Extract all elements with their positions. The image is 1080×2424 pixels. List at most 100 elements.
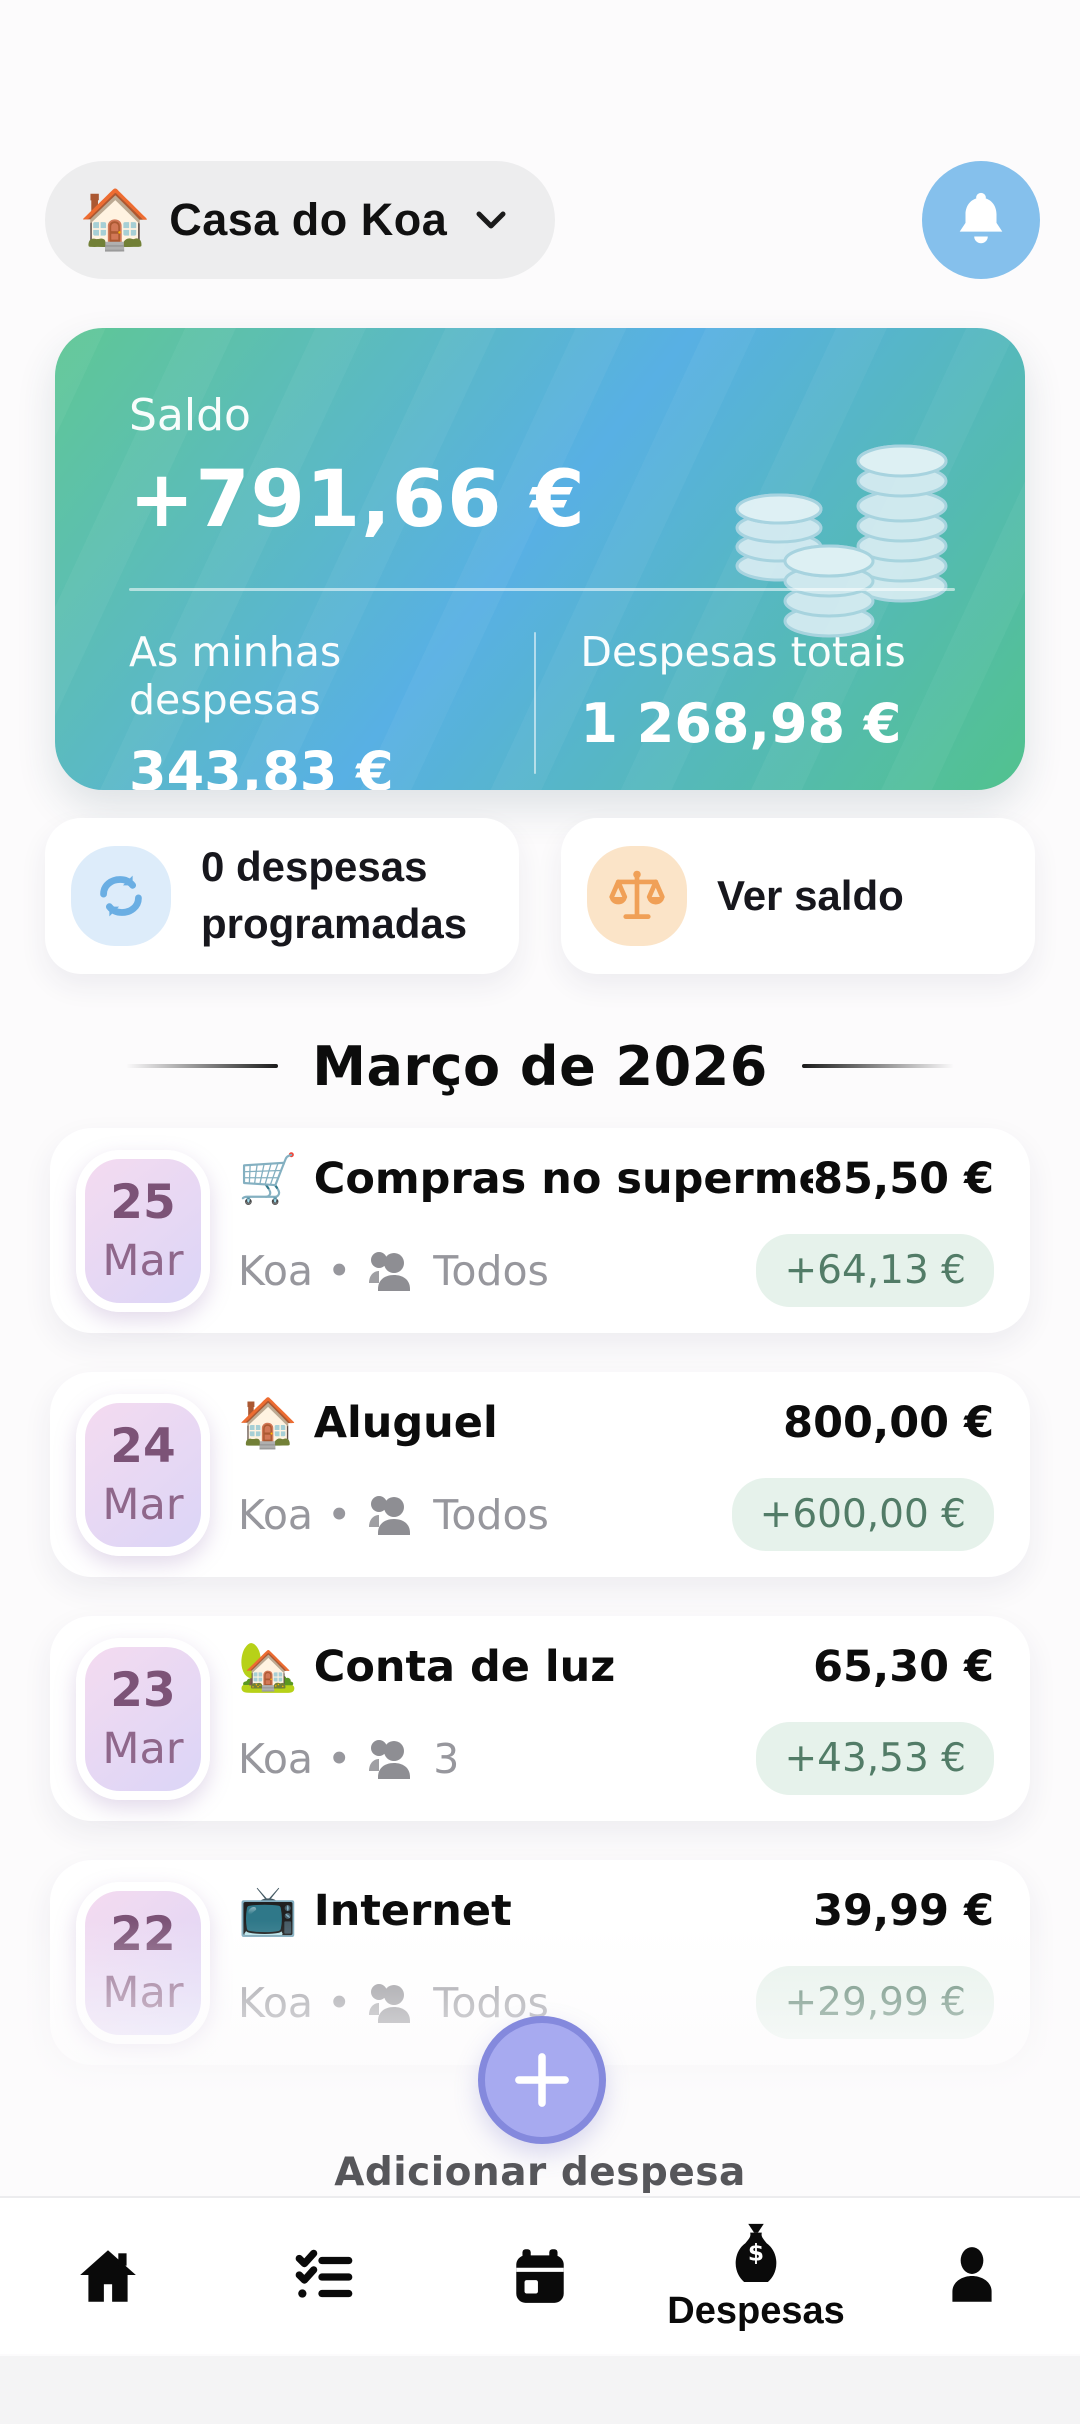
person-icon <box>952 2247 992 2302</box>
nav-home-tab[interactable] <box>0 2198 216 2354</box>
separator-dot: • <box>327 1490 352 1539</box>
separator-dot: • <box>327 1246 352 1295</box>
expense-amount: 800,00 € <box>783 1398 994 1448</box>
expense-body: 🛒 Compras no supermercado 85,50 € Koa • … <box>238 1154 994 1307</box>
expense-month: Mar <box>102 1236 184 1286</box>
checklist-icon <box>295 2249 353 2298</box>
house-icon: 🏠 <box>238 1395 298 1451</box>
sync-icon-circle <box>71 846 171 946</box>
balance-scale-icon <box>609 870 665 919</box>
month-title: Março de 2026 <box>312 1034 768 1098</box>
add-expense-fab[interactable] <box>478 2016 606 2144</box>
nav-checklist-tab[interactable] <box>216 2198 432 2354</box>
people-icon <box>369 1495 411 1535</box>
repeat-icon <box>100 875 142 917</box>
separator-dot: • <box>327 1978 352 2027</box>
month-header: Março de 2026 <box>0 1026 1080 1106</box>
expense-month: Mar <box>102 1480 184 1530</box>
scale-icon-circle <box>587 846 687 946</box>
expense-title: Conta de luz <box>313 1642 616 1692</box>
shopping-cart-icon: 🛒 <box>238 1151 298 1207</box>
scheduled-expenses-button[interactable]: 0 despesas programadas <box>45 818 519 974</box>
bottom-nav: $ Despesas <box>0 2196 1080 2354</box>
expense-day: 24 <box>110 1419 176 1474</box>
balance-stats: As minhas despesas 343,83 € Despesas tot… <box>129 628 985 790</box>
expense-month: Mar <box>102 1724 184 1774</box>
nav-expenses-label: Despesas <box>667 2289 845 2332</box>
expense-date-badge: 24 Mar <box>76 1393 210 1556</box>
total-expenses-label: Despesas totais <box>580 628 906 676</box>
expense-payer: Koa <box>238 1490 314 1539</box>
my-expenses-stat: As minhas despesas 343,83 € <box>129 628 534 790</box>
expense-body: 🏠 Aluguel 800,00 € Koa • Todos +600,00 € <box>238 1398 994 1551</box>
expense-card-supermercado[interactable]: 25 Mar 🛒 Compras no supermercado 85,50 €… <box>50 1128 1030 1333</box>
add-expense-label: Adicionar despesa <box>334 2150 746 2195</box>
expense-split: 3 <box>433 1734 460 1783</box>
bell-icon <box>959 192 1003 244</box>
month-divider-left <box>126 1064 279 1068</box>
money-bag-icon: $ <box>735 2223 777 2282</box>
expense-body: 📺 Internet 39,99 € Koa • Todos +29,99 € <box>238 1886 994 2039</box>
expense-month: Mar <box>102 1968 184 2018</box>
expense-split: Todos <box>433 1246 549 1295</box>
scheduled-expenses-label: 0 despesas programadas <box>201 843 468 947</box>
expense-card-conta-de-luz[interactable]: 23 Mar 🏡 Conta de luz 65,30 € Koa • 3 <box>50 1616 1030 1821</box>
plus-icon <box>515 2053 569 2107</box>
expense-title: Internet <box>313 1886 512 1936</box>
header: 🏠 Casa do Koa <box>45 160 1040 280</box>
expense-amount: 39,99 € <box>813 1886 994 1936</box>
card-divider <box>129 588 955 591</box>
expense-date-badge: 22 Mar <box>76 1881 210 2044</box>
expense-list: 25 Mar 🛒 Compras no supermercado 85,50 €… <box>50 1128 1030 2065</box>
separator-dot: • <box>327 1734 352 1783</box>
share-badge: +64,13 € <box>756 1234 994 1307</box>
balance-card[interactable]: Saldo +791,66 € As minhas despesas 343,8… <box>55 328 1025 790</box>
expense-date-badge: 25 Mar <box>76 1149 210 1312</box>
people-icon <box>369 1983 411 2023</box>
calendar-icon <box>516 2249 564 2303</box>
total-expenses-value: 1 268,98 € <box>580 692 902 755</box>
notifications-button[interactable] <box>922 161 1040 279</box>
balance-amount: +791,66 € <box>129 455 586 545</box>
nav-expenses-tab-active[interactable]: $ Despesas <box>648 2198 864 2354</box>
house-garden-icon: 🏡 <box>238 1639 298 1695</box>
view-balance-button[interactable]: Ver saldo <box>561 818 1035 974</box>
expense-body: 🏡 Conta de luz 65,30 € Koa • 3 +43,53 € <box>238 1642 994 1795</box>
expense-day: 22 <box>110 1907 176 1962</box>
expense-split: Todos <box>433 1490 549 1539</box>
home-selector-dropdown[interactable]: 🏠 Casa do Koa <box>45 161 556 279</box>
expense-title: Compras no supermercado <box>313 1154 813 1204</box>
month-divider-right <box>801 1064 954 1068</box>
expense-day: 25 <box>110 1175 176 1230</box>
expense-payer: Koa <box>238 1734 314 1783</box>
people-icon <box>369 1251 411 1291</box>
home-icon <box>80 2250 136 2302</box>
expense-payer: Koa <box>238 1246 314 1295</box>
nav-calendar-tab[interactable] <box>432 2198 648 2354</box>
svg-text:$: $ <box>748 2239 764 2266</box>
expense-amount: 85,50 € <box>813 1154 994 1204</box>
expense-payer: Koa <box>238 1978 314 2027</box>
home-indicator-area <box>0 2356 1080 2424</box>
balance-label: Saldo <box>129 390 251 441</box>
expense-day: 23 <box>110 1663 176 1718</box>
stats-vertical-divider <box>533 632 537 774</box>
view-balance-label: Ver saldo <box>717 871 904 919</box>
my-expenses-label: As minhas despesas <box>129 628 342 724</box>
expense-date-badge: 23 Mar <box>76 1637 210 1800</box>
nav-profile-tab[interactable] <box>864 2198 1080 2354</box>
television-icon: 📺 <box>238 1883 298 1939</box>
quick-actions: 0 despesas programadas Ver saldo <box>45 818 1035 974</box>
share-badge: +29,99 € <box>756 1966 994 2039</box>
chevron-down-icon <box>476 211 506 229</box>
home-emoji-icon: 🏠 <box>79 187 152 252</box>
expense-amount: 65,30 € <box>813 1642 994 1692</box>
total-expenses-stat: Despesas totais 1 268,98 € <box>580 628 985 790</box>
share-badge: +43,53 € <box>756 1722 994 1795</box>
people-icon <box>369 1739 411 1779</box>
coins-icon <box>735 444 948 638</box>
expense-title: Aluguel <box>313 1398 498 1448</box>
my-expenses-value: 343,83 € <box>129 740 394 790</box>
expense-card-aluguel[interactable]: 24 Mar 🏠 Aluguel 800,00 € Koa • Todos <box>50 1372 1030 1577</box>
